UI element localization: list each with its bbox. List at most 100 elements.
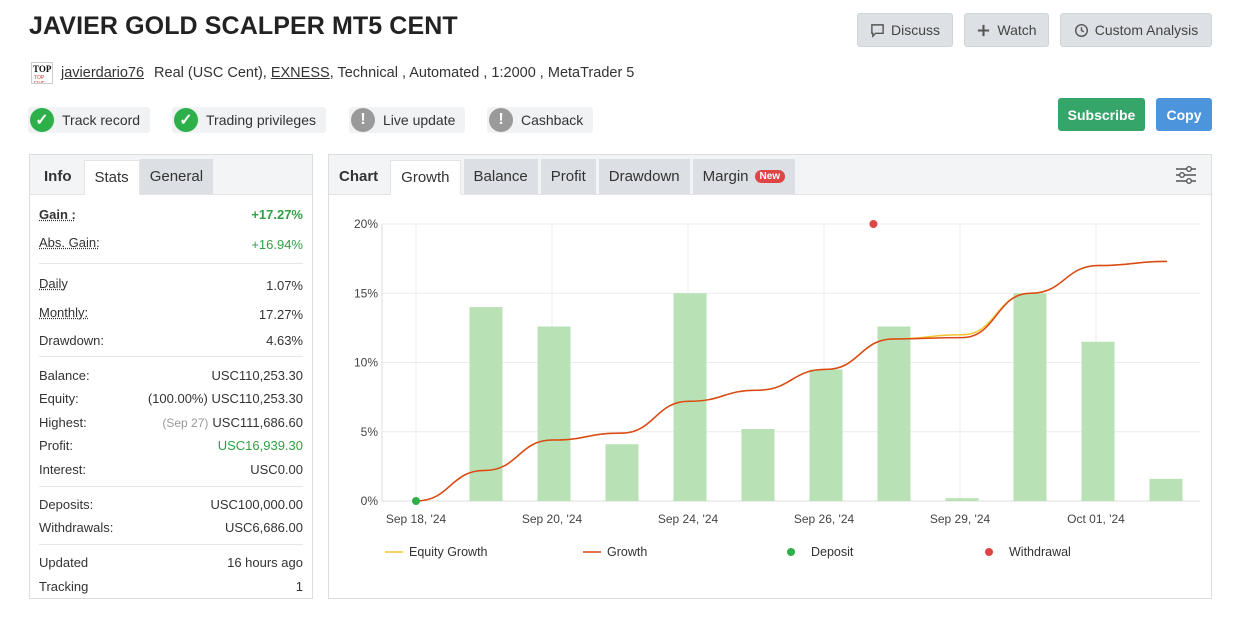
- stat-label[interactable]: Monthly:: [39, 305, 89, 320]
- legend-growth-label: Growth: [607, 545, 647, 559]
- check-icon: ✓: [30, 108, 54, 132]
- custom-analysis-label: Custom Analysis: [1094, 22, 1199, 38]
- deposit-marker: [412, 497, 420, 505]
- tab-margin-label: Margin: [702, 168, 749, 185]
- stat-value: USC100,000.00: [210, 497, 303, 512]
- divider: [39, 544, 303, 545]
- user-link[interactable]: javierdario76: [61, 65, 145, 81]
- growth-bar: [537, 326, 571, 501]
- divider: [39, 263, 303, 264]
- growth-bar: [741, 428, 775, 501]
- discuss-button[interactable]: Discuss: [857, 13, 953, 47]
- stat-value: USC110,253.30: [211, 391, 303, 406]
- tab-balance[interactable]: Balance: [463, 159, 538, 194]
- x-tick-label: Sep 20, '24: [522, 512, 583, 526]
- badge-label: Trading privileges: [206, 112, 316, 128]
- copy-button[interactable]: Copy: [1156, 98, 1212, 131]
- y-tick-label: 5%: [361, 425, 379, 439]
- stat-label: Balance:: [39, 368, 90, 383]
- legend-equity-growth-label: Equity Growth: [409, 545, 488, 559]
- exclamation-icon: !: [351, 108, 375, 132]
- stat-equity: Equity: (100.00%) USC110,253.30: [39, 391, 303, 406]
- plus-icon: [978, 24, 990, 36]
- stat-tracking: Tracking 1: [39, 579, 303, 594]
- filter-settings-icon[interactable]: [1175, 164, 1197, 186]
- stats-tabs: Info Stats General: [30, 155, 312, 195]
- stat-label: Profit:: [39, 438, 73, 453]
- badge-trading-privileges[interactable]: ✓ Trading privileges: [172, 107, 326, 133]
- stats-panel: Info Stats General Gain : +17.27% Abs. G…: [29, 154, 313, 599]
- clock-icon: [1074, 23, 1088, 37]
- growth-bar: [1081, 341, 1115, 501]
- stat-value: +16.94%: [251, 237, 303, 252]
- stat-label: Updated: [39, 555, 89, 570]
- stat-value: 4.63%: [266, 333, 303, 348]
- watch-button[interactable]: Watch: [964, 13, 1049, 47]
- stat-abs-gain: Abs. Gain: +16.94%: [39, 235, 303, 252]
- divider: [39, 356, 303, 357]
- account-type: Real (USC Cent),: [154, 65, 267, 81]
- growth-bar: [809, 369, 843, 501]
- withdrawal-marker: [869, 220, 878, 228]
- stat-updated: Updated 16 hours ago: [39, 555, 303, 570]
- tab-growth[interactable]: Growth: [390, 160, 461, 195]
- stat-value: USC111,686.60: [212, 415, 303, 430]
- badge-label: Track record: [62, 112, 141, 128]
- tab-stats[interactable]: Stats: [83, 160, 140, 195]
- x-tick-label: Oct 01, '24: [1067, 512, 1125, 526]
- stat-label: Withdrawals:: [39, 520, 114, 535]
- badge-label: Cashback: [521, 112, 584, 128]
- stat-label: Highest:: [39, 415, 87, 430]
- stat-daily: Daily 1.07%: [39, 276, 303, 293]
- exclamation-icon: !: [489, 108, 513, 132]
- stat-value: USC16,939.30: [217, 438, 303, 453]
- stat-value: 16 hours ago: [227, 555, 303, 570]
- avatar[interactable]: TOP TOP FIVE: [31, 62, 53, 84]
- x-tick-label: Sep 18, '24: [386, 512, 447, 526]
- badge-track-record[interactable]: ✓ Track record: [28, 107, 151, 133]
- badge-live-update[interactable]: ! Live update: [349, 107, 466, 133]
- tab-profit[interactable]: Profit: [540, 159, 596, 194]
- account-info-line: TOP TOP FIVE javierdario76 Real (USC Cen…: [31, 62, 634, 84]
- tab-chart[interactable]: Chart: [339, 168, 379, 185]
- badge-label: Live update: [383, 112, 456, 128]
- discuss-label: Discuss: [890, 22, 940, 38]
- stat-label[interactable]: Gain :: [39, 207, 76, 222]
- growth-bar: [945, 498, 979, 501]
- stat-value: 1: [295, 579, 303, 594]
- broker-link[interactable]: EXNESS: [270, 65, 330, 81]
- x-tick-label: Sep 26, '24: [794, 512, 855, 526]
- growth-chart: 0% 5% 10% 15% 20% Sep 18, '24 Sep 20, '24 Sep 2…: [354, 217, 1200, 559]
- y-tick-label: 0%: [361, 494, 379, 508]
- stat-label: Tracking: [39, 579, 89, 594]
- stat-label[interactable]: Daily: [39, 276, 68, 291]
- stat-value: +17.27%: [251, 207, 303, 222]
- stat-profit: Profit: USC16,939.30: [39, 438, 303, 453]
- custom-analysis-button[interactable]: Custom Analysis: [1060, 13, 1212, 47]
- stat-drawdown: Drawdown: 4.63%: [39, 333, 303, 348]
- stat-label: Drawdown:: [39, 333, 105, 348]
- growth-bar: [673, 293, 707, 501]
- watch-label: Watch: [997, 22, 1037, 38]
- check-icon: ✓: [174, 108, 198, 132]
- tab-general[interactable]: General: [139, 159, 214, 194]
- tab-drawdown[interactable]: Drawdown: [598, 159, 690, 194]
- tab-info[interactable]: Info: [44, 168, 72, 185]
- subscribe-button[interactable]: Subscribe: [1058, 98, 1145, 131]
- y-tick-label: 10%: [354, 356, 378, 370]
- stat-deposits: Deposits: USC100,000.00: [39, 497, 303, 512]
- avatar-logo-subtext: TOP FIVE: [34, 75, 46, 84]
- chart-panel: Chart Growth Balance Profit Drawdown Mar…: [328, 154, 1212, 599]
- account-details: , Technical , Automated , 1:2000 , MetaT…: [329, 65, 635, 81]
- stat-value: USC6,686.00: [224, 520, 303, 535]
- stat-label[interactable]: Abs. Gain:: [39, 235, 100, 250]
- badge-cashback[interactable]: ! Cashback: [487, 107, 594, 133]
- growth-bar: [605, 444, 639, 501]
- stat-value: 1.07%: [266, 278, 303, 293]
- tab-margin[interactable]: Margin New: [692, 159, 796, 194]
- divider: [39, 486, 303, 487]
- growth-bar: [877, 326, 911, 501]
- x-tick-label: Sep 29, '24: [930, 512, 991, 526]
- stat-value: 17.27%: [258, 307, 303, 322]
- growth-bar: [1013, 293, 1047, 501]
